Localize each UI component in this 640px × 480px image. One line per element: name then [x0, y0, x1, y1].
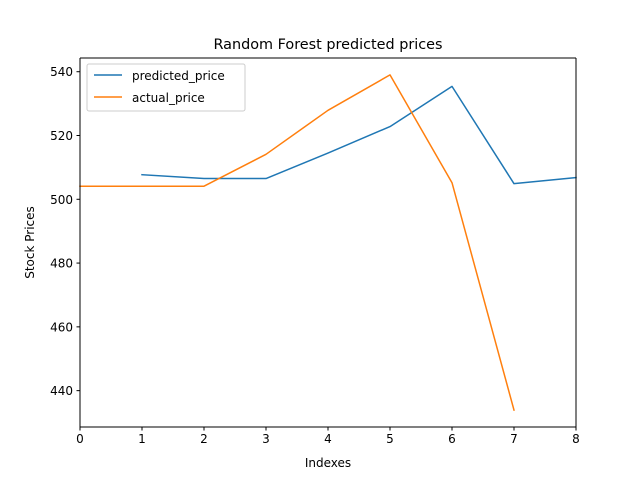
x-axis-label: Indexes [305, 456, 351, 470]
y-tick-label: 520 [50, 129, 73, 143]
x-tick-label: 3 [262, 432, 270, 446]
y-tick-label: 460 [50, 320, 73, 334]
plot-area [80, 58, 576, 427]
x-tick-label: 1 [138, 432, 146, 446]
y-axis-label: Stock Prices [23, 206, 37, 279]
x-tick-label: 8 [572, 432, 580, 446]
chart-title: Random Forest predicted prices [213, 37, 442, 53]
y-tick-label: 500 [50, 193, 73, 207]
y-tick-label: 480 [50, 257, 73, 271]
x-tick-label: 7 [510, 432, 518, 446]
series-line-predicted-price [141, 85, 577, 185]
x-axis-ticks: 0 1 2 3 4 5 6 7 8 [76, 427, 580, 446]
x-tick-label: 4 [324, 432, 332, 446]
legend-label-actual-price: actual_price [132, 91, 205, 105]
x-tick-label: 5 [386, 432, 394, 446]
legend-label-predicted-price: predicted_price [132, 69, 225, 83]
series-layer [79, 74, 577, 412]
x-tick-label: 0 [76, 432, 84, 446]
x-tick-label: 2 [200, 432, 208, 446]
legend: predicted_price actual_price [86, 63, 246, 112]
y-axis-ticks: 440 460 480 500 520 540 [50, 65, 80, 398]
series-line-actual-price [79, 74, 515, 412]
legend-frame [86, 63, 246, 112]
y-tick-label: 540 [50, 65, 73, 79]
x-tick-label: 6 [448, 432, 456, 446]
y-tick-label: 440 [50, 384, 73, 398]
